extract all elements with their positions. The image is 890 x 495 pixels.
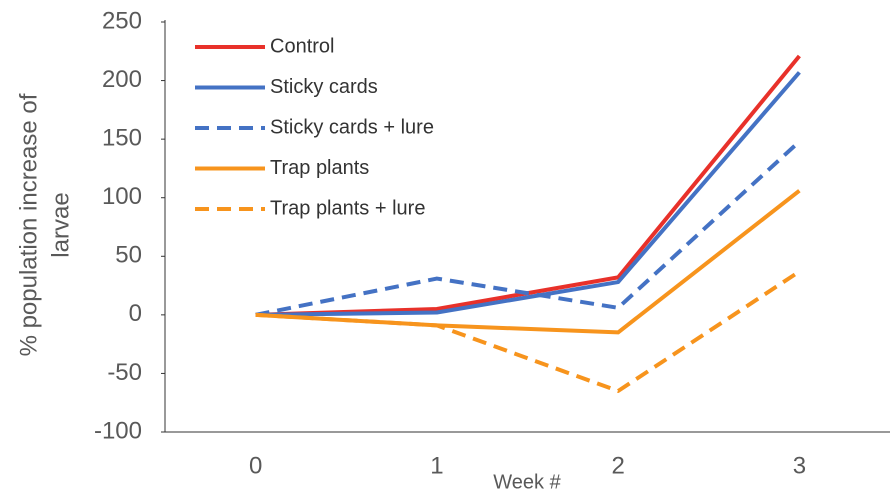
y-tick-label: -50 — [107, 359, 142, 386]
legend-label: Trap plants — [270, 157, 369, 179]
x-tick-label: 1 — [430, 452, 443, 479]
series-line — [255, 269, 801, 393]
x-tick-label: 0 — [249, 452, 262, 479]
x-axis-label: Week # — [493, 471, 561, 493]
y-tick-label: 0 — [129, 300, 142, 327]
x-tick-label: 2 — [611, 452, 624, 479]
y-tick-label: 150 — [102, 124, 142, 151]
y-tick-label: 200 — [102, 66, 142, 93]
x-tick-label: 3 — [793, 452, 806, 479]
y-tick-label: 50 — [115, 242, 142, 269]
legend-label: Trap plants + lure — [270, 197, 425, 219]
series-line — [255, 140, 801, 317]
y-axis-label: % population increase of — [15, 93, 42, 356]
legend-label: Sticky cards + lure — [270, 116, 434, 138]
legend-label: Control — [270, 35, 334, 57]
y-tick-label: -100 — [94, 417, 142, 444]
y-tick-label: 100 — [102, 183, 142, 210]
y-axis-label: larvae — [47, 192, 74, 257]
y-tick-label: 250 — [102, 7, 142, 34]
legend-label: Sticky cards — [270, 76, 378, 98]
series-line — [255, 71, 801, 317]
